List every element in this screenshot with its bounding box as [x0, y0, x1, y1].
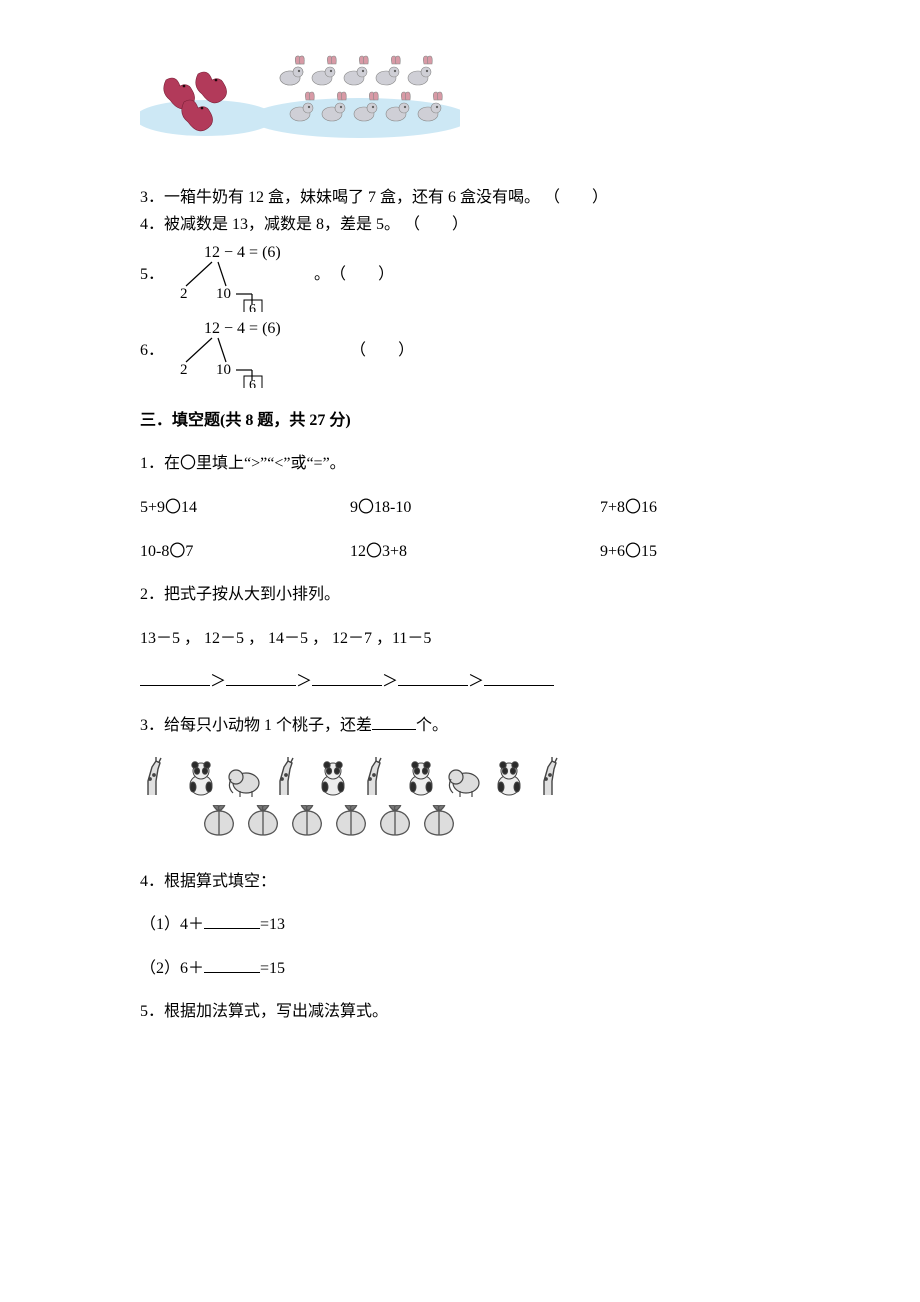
s3-q1-stem: 1．在〇里填上“>”“<”或“=”。	[140, 451, 780, 477]
judge-q6: 6． 12 − 4 = (6) 2 10 6 。 （ ）	[140, 316, 780, 386]
q1-r2-c: 9+6〇15	[600, 539, 780, 565]
paren-blank: （ ）	[544, 189, 608, 206]
paren-close: ）	[592, 189, 608, 206]
q2-picture	[140, 40, 780, 149]
peach-icon	[244, 805, 282, 839]
blank	[484, 669, 554, 686]
paren-close: ）	[452, 216, 468, 233]
giraffe-icon	[272, 757, 306, 797]
paren-gap	[366, 342, 398, 359]
q1-r1-c: 7+8〇16	[600, 495, 780, 521]
judge-q5-num: 5．	[140, 262, 164, 288]
decomp-figure: 12 − 4 = (6) 2 10 6	[174, 240, 304, 310]
panda-icon	[316, 757, 350, 797]
judge-q4-text: 4．被减数是 13，减数是 8，差是 5。	[140, 216, 400, 233]
s3-q1-row1: 5+9〇14 9〇18-10 7+8〇16	[140, 495, 780, 521]
giraffe-icon	[360, 757, 394, 797]
s3-q1-row2: 10-8〇7 12〇3+8 9+6〇15	[140, 539, 780, 565]
svg-text:10: 10	[216, 362, 231, 378]
peach-icon	[200, 805, 238, 839]
blank	[398, 669, 468, 686]
gt: ＞	[468, 673, 484, 690]
peach-row	[200, 805, 780, 839]
giraffe-icon	[536, 757, 570, 797]
s3-q4-2: （2）6＋ =15	[140, 956, 780, 982]
q1-r1-b: 9〇18-10	[350, 495, 600, 521]
paren-blank: （ ）	[404, 216, 468, 233]
blank	[226, 669, 296, 686]
s3-q4-stem: 4．根据算式填空：	[140, 869, 780, 895]
peach-icon	[376, 805, 414, 839]
elephant-icon	[228, 757, 262, 797]
elephant-icon	[448, 757, 482, 797]
paren-close: ）	[398, 342, 414, 359]
paren-blank: （ ）	[330, 262, 394, 288]
paren-gap	[560, 189, 592, 206]
q4-1-after: =13	[260, 916, 285, 933]
peach-icon	[420, 805, 458, 839]
blank	[372, 713, 416, 730]
blank	[204, 912, 260, 929]
judge-q4: 4．被减数是 13，减数是 8，差是 5。 （ ）	[140, 212, 780, 238]
panda-icon	[492, 757, 526, 797]
svg-text:6: 6	[249, 378, 256, 388]
judge-q6-num: 6．	[140, 338, 164, 364]
s3-q3: 3．给每只小动物 1 个桃子，还差 个。	[140, 713, 780, 739]
decomp-box: 6	[249, 302, 256, 312]
paren-open: （	[350, 342, 366, 359]
blank	[204, 956, 260, 973]
paren-gap	[346, 266, 378, 283]
q1-r1-a: 5+9〇14	[140, 495, 350, 521]
decomp-result: (6)	[262, 244, 281, 261]
paren-gap	[420, 216, 452, 233]
paren-open: （	[544, 189, 560, 206]
judge-q3-text: 3．一箱牛奶有 12 盒，妹妹喝了 7 盒，还有 6 盒没有喝。	[140, 189, 540, 206]
peach-icon	[332, 805, 370, 839]
s3-q4-1: （1）4＋ =13	[140, 912, 780, 938]
gt: ＞	[296, 673, 312, 690]
decomp-mid: 10	[216, 286, 231, 302]
blank	[312, 669, 382, 686]
s3-q2-stem: 2．把式子按从大到小排列。	[140, 582, 780, 608]
gt: ＞	[382, 673, 398, 690]
q4-2-before: （2）6＋	[140, 960, 204, 977]
judge-q5: 5． 12 − 4 = (6) 2 10 6 。 （ ）	[140, 240, 780, 310]
panda-icon	[404, 757, 438, 797]
s3-q2-list: 13－5 ， 12－5 ， 14－5 ， 12－7 ，11－5	[140, 626, 780, 652]
animals-svg	[140, 40, 460, 140]
svg-text:2: 2	[180, 362, 188, 378]
s3-q3-before: 3．给每只小动物 1 个桃子，还差	[140, 717, 372, 734]
judge-q3: 3．一箱牛奶有 12 盒，妹妹喝了 7 盒，还有 6 盒没有喝。 （ ）	[140, 185, 780, 211]
s3-q3-after: 个。	[416, 717, 448, 734]
decomp-expr: 12 − 4 =	[204, 320, 258, 337]
panda-icon	[184, 757, 218, 797]
paren-open: （	[330, 266, 346, 283]
peach-icon	[288, 805, 326, 839]
s3-q5-stem: 5．根据加法算式，写出减法算式。	[140, 999, 780, 1025]
q4-2-after: =15	[260, 960, 285, 977]
section3-heading: 三．填空题(共 8 题，共 27 分)	[140, 408, 780, 434]
paren-blank: （ ）	[350, 338, 414, 364]
decomp-left: 2	[180, 286, 188, 302]
s3-q2-blanks: ＞ ＞ ＞ ＞	[140, 669, 780, 695]
period: 。	[314, 262, 330, 288]
blank	[140, 669, 210, 686]
decomp-result: (6)	[262, 320, 281, 337]
q4-1-before: （1）4＋	[140, 916, 204, 933]
q1-r2-b: 12〇3+8	[350, 539, 600, 565]
paren-close: ）	[378, 266, 394, 283]
gt: ＞	[210, 673, 226, 690]
animal-row	[140, 757, 780, 797]
paren-open: （	[404, 216, 420, 233]
q1-r2-a: 10-8〇7	[140, 539, 350, 565]
decomp-expr: 12 − 4 =	[204, 244, 258, 261]
giraffe-icon	[140, 757, 174, 797]
decomp-figure: 12 − 4 = (6) 2 10 6	[174, 316, 304, 386]
